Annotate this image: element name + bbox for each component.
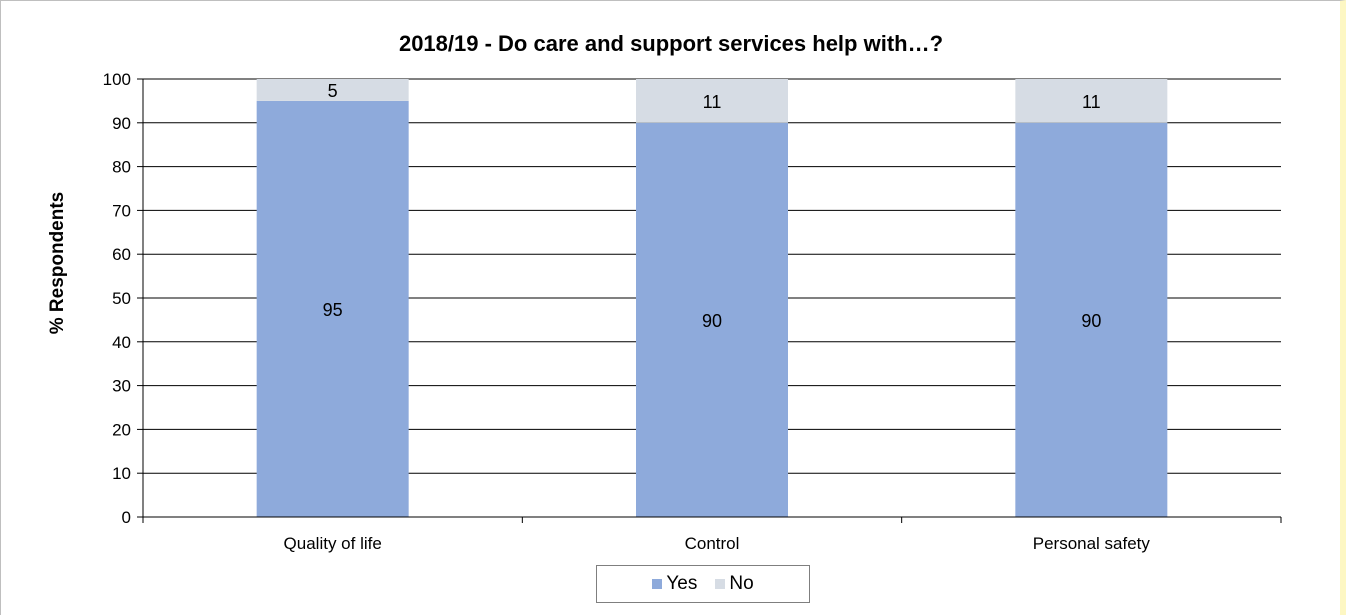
y-tick-label: 40 — [112, 333, 131, 352]
data-label: 90 — [702, 311, 722, 331]
legend-label-yes: Yes — [666, 573, 698, 594]
chart-title: 2018/19 - Do care and support services h… — [398, 31, 944, 56]
legend-label-no: No — [729, 573, 754, 594]
legend-item-yes: Yes — [652, 573, 697, 595]
y-tick-label: 70 — [112, 201, 131, 220]
data-label: 5 — [328, 81, 338, 101]
data-label: 11 — [1082, 92, 1101, 112]
y-tick-label: 80 — [112, 158, 131, 177]
bar-yes-quality-of-life — [256, 100, 409, 518]
legend-swatch-yes — [652, 579, 663, 589]
x-tick-label: Personal safety — [1033, 534, 1151, 553]
bar-no-quality-of-life — [256, 79, 409, 101]
data-label: 11 — [703, 92, 722, 112]
bar-yes-personal-safety — [1015, 122, 1168, 518]
legend-item-no: No — [715, 573, 754, 595]
y-tick-label: 20 — [112, 420, 131, 439]
y-tick-label: 50 — [112, 289, 131, 308]
y-axis-title: % Respondents — [47, 192, 68, 335]
bar-yes-control — [636, 122, 788, 518]
y-tick-label: 100 — [103, 70, 131, 89]
data-label: 95 — [323, 300, 343, 320]
data-label: 90 — [1081, 311, 1101, 331]
x-tick-label: Control — [685, 534, 740, 553]
y-tick-label: 0 — [122, 508, 131, 527]
y-tick-label: 10 — [112, 464, 131, 483]
x-tick-label: Quality of life — [284, 534, 382, 553]
bar-no-personal-safety — [1015, 79, 1168, 123]
y-tick-label: 60 — [112, 245, 131, 264]
bar-no-control — [636, 79, 788, 123]
y-tick-label: 30 — [112, 377, 131, 396]
legend-swatch-no — [715, 579, 726, 589]
y-tick-label: 90 — [112, 114, 131, 133]
legend: Yes No — [596, 565, 810, 603]
